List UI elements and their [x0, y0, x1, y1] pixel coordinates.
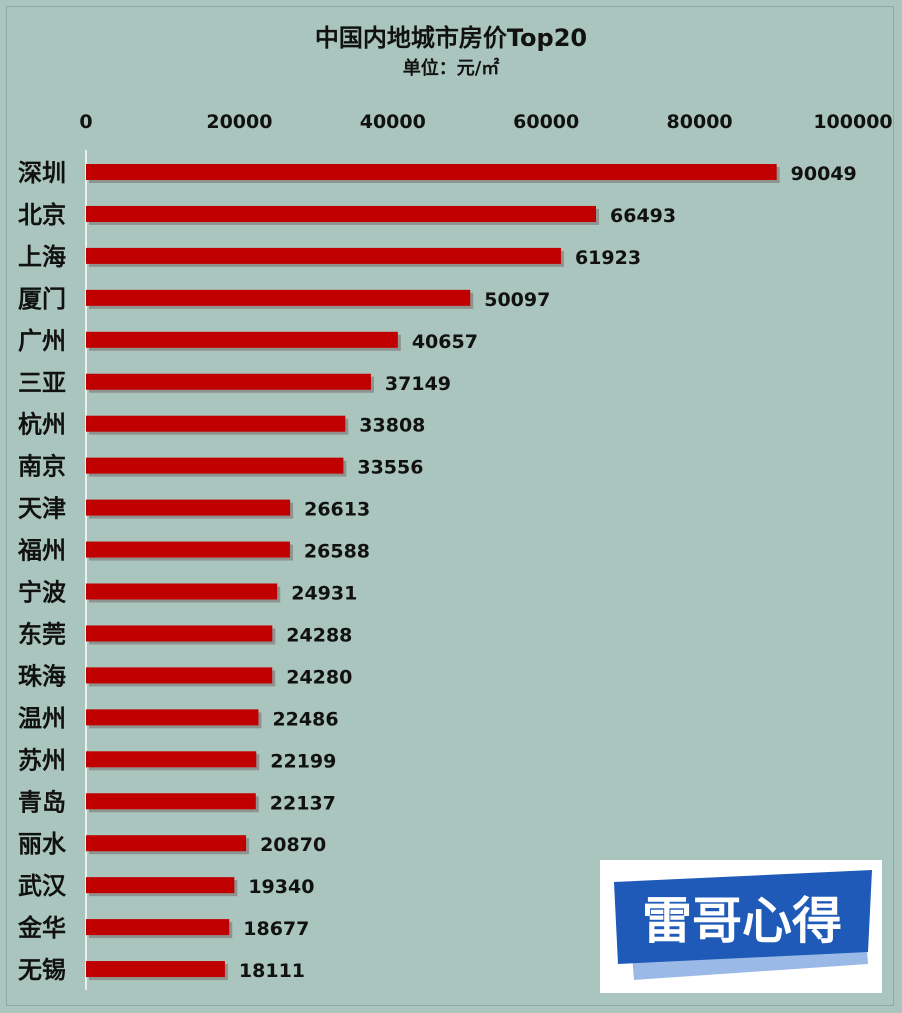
bar [86, 415, 346, 432]
x-tick-label: 0 [79, 111, 92, 133]
chart-subtitle: 单位：元/㎡ [402, 58, 500, 79]
x-tick-label: 60000 [513, 111, 579, 133]
bar [86, 289, 471, 306]
category-label: 杭州 [18, 411, 66, 439]
data-label: 66493 [610, 205, 676, 227]
data-label: 22486 [272, 708, 338, 730]
bar [86, 205, 597, 222]
data-label: 61923 [575, 247, 641, 269]
category-label: 广州 [18, 327, 66, 355]
category-label: 南京 [18, 453, 66, 481]
data-label: 18111 [239, 960, 305, 982]
data-label: 18677 [243, 918, 309, 940]
data-label: 37149 [385, 373, 451, 395]
bar [86, 709, 259, 726]
watermark-logo: 雷哥心得 [600, 860, 882, 993]
bar [86, 919, 230, 936]
data-label: 24280 [286, 666, 352, 688]
category-label: 上海 [18, 243, 66, 271]
category-label: 福州 [17, 537, 66, 565]
watermark-text: 雷哥心得 [642, 892, 842, 950]
data-label: 26588 [304, 541, 370, 563]
category-label: 温州 [18, 704, 66, 732]
category-label: 宁波 [18, 579, 67, 607]
category-label: 北京 [18, 201, 66, 229]
bar [86, 373, 371, 390]
bar [86, 625, 273, 642]
chart-title: 中国内地城市房价Top20 [314, 24, 588, 52]
x-tick-label: 80000 [667, 111, 733, 133]
x-tick-label: 40000 [360, 111, 426, 133]
bar [86, 164, 777, 180]
data-label: 26613 [304, 499, 370, 521]
bar [86, 835, 247, 852]
data-label: 33556 [357, 457, 423, 479]
category-label: 天津 [18, 495, 66, 523]
data-label: 33808 [359, 415, 425, 437]
category-label: 武汉 [18, 872, 67, 900]
data-label: 19340 [248, 876, 314, 898]
category-label: 无锡 [18, 956, 66, 984]
bar [86, 877, 235, 894]
data-label: 50097 [484, 289, 550, 311]
chart-frame [6, 6, 894, 1006]
watermark-graphic: 雷哥心得 [614, 870, 872, 980]
bar [86, 247, 561, 264]
bar [86, 583, 278, 600]
bar [86, 457, 344, 474]
x-tick-label: 20000 [206, 111, 272, 133]
category-label: 三亚 [18, 369, 66, 397]
data-label: 24931 [291, 583, 357, 605]
category-label: 深圳 [18, 159, 66, 187]
bar [86, 331, 398, 348]
data-label: 24288 [286, 624, 352, 646]
category-label: 厦门 [18, 285, 66, 313]
bar [86, 793, 256, 810]
bar [86, 961, 225, 978]
category-label: 金华 [17, 914, 66, 942]
data-label: 22199 [270, 750, 336, 772]
bar [86, 667, 273, 684]
data-label: 40657 [412, 331, 478, 353]
data-label: 90049 [791, 163, 857, 185]
category-label: 珠海 [18, 662, 66, 690]
x-tick-label: 100000 [813, 111, 892, 133]
category-label: 东莞 [18, 620, 66, 648]
category-label: 苏州 [18, 746, 66, 774]
category-label: 丽水 [18, 830, 67, 858]
data-label: 20870 [260, 834, 326, 856]
bar [86, 751, 257, 768]
bar [86, 499, 291, 516]
category-label: 青岛 [18, 788, 66, 816]
data-label: 22137 [270, 792, 336, 814]
bar [86, 541, 290, 558]
